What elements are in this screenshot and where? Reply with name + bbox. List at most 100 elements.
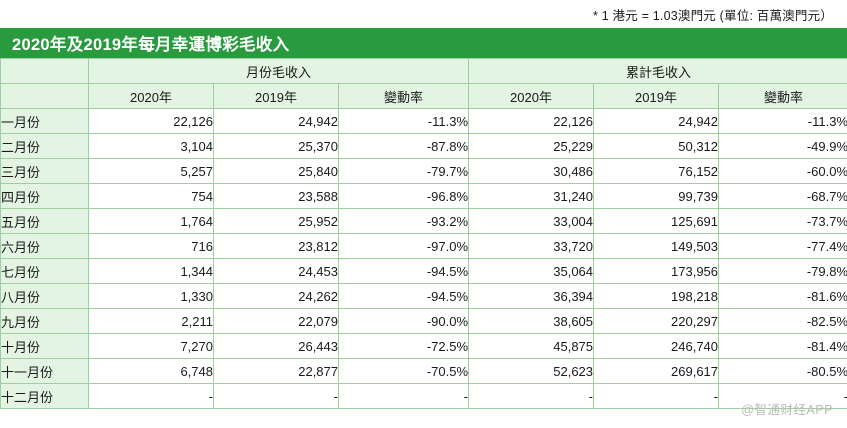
- cell-monthly-change: -97.0%: [337, 233, 470, 259]
- table-corner-cell-2: [0, 83, 89, 109]
- table-row: 十二月份 - - - - - -: [0, 383, 847, 409]
- unit-note-row: * 1 港元 = 1.03澳門元 (單位: 百萬澳門元）: [0, 0, 847, 28]
- cell-cumulative-2019: 125,691: [593, 208, 720, 234]
- cell-cumulative-2019: 76,152: [593, 158, 720, 184]
- cell-cumulative-2019: 149,503: [593, 233, 720, 259]
- row-month-label: 十月份: [0, 333, 89, 359]
- cell-cumulative-2020: 45,875: [468, 333, 595, 359]
- cell-cumulative-change: -60.0%: [718, 158, 847, 184]
- table-row: 十一月份 6,748 22,877 -70.5% 52,623 269,617 …: [0, 358, 847, 384]
- table-row: 二月份 3,104 25,370 -87.8% 25,229 50,312 -4…: [0, 133, 847, 159]
- column-header-cumulative-change: 變動率: [718, 83, 847, 109]
- table-row: 十月份 7,270 26,443 -72.5% 45,875 246,740 -…: [0, 333, 847, 359]
- row-month-label: 八月份: [0, 283, 89, 309]
- page-title: 2020年及2019年每月幸運博彩毛收入: [12, 36, 290, 54]
- cell-cumulative-change: -: [718, 383, 847, 409]
- column-header-monthly-2019: 2019年: [213, 83, 339, 109]
- cell-monthly-change: -96.8%: [337, 183, 470, 209]
- row-month-label: 三月份: [0, 158, 89, 184]
- column-header-cumulative-2019: 2019年: [593, 83, 720, 109]
- cell-monthly-2020: 6,748: [88, 358, 214, 384]
- cell-cumulative-2020: 31,240: [468, 183, 595, 209]
- cell-monthly-2019: -: [213, 383, 339, 409]
- cell-monthly-2019: 25,370: [213, 133, 339, 159]
- cell-cumulative-2019: 50,312: [593, 133, 720, 159]
- cell-cumulative-change: -82.5%: [718, 308, 847, 334]
- unit-note: * 1 港元 = 1.03澳門元 (單位: 百萬澳門元）: [592, 8, 833, 23]
- watermark: @智通财经APP: [741, 403, 833, 417]
- table-row: 四月份 754 23,588 -96.8% 31,240 99,739 -68.…: [0, 183, 847, 209]
- cell-cumulative-change: -80.5%: [718, 358, 847, 384]
- table-group-header-row: 月份毛收入 累計毛收入: [0, 58, 847, 84]
- cell-cumulative-2020: 52,623: [468, 358, 595, 384]
- cell-cumulative-2020: -: [468, 383, 595, 409]
- cell-monthly-change: -70.5%: [337, 358, 470, 384]
- group-header-cumulative: 累計毛收入: [468, 58, 847, 84]
- cell-monthly-2020: 3,104: [88, 133, 214, 159]
- column-header-cumulative-2020: 2020年: [468, 83, 595, 109]
- cell-monthly-change: -94.5%: [337, 258, 470, 284]
- cell-monthly-change: -79.7%: [337, 158, 470, 184]
- cell-monthly-2020: 716: [88, 233, 214, 259]
- cell-cumulative-change: -81.6%: [718, 283, 847, 309]
- table-column-header-row: 2020年 2019年 變動率 2020年 2019年 變動率: [0, 83, 847, 109]
- column-header-monthly-change: 變動率: [337, 83, 470, 109]
- cell-cumulative-2019: -: [593, 383, 720, 409]
- gaming-revenue-table: 月份毛收入 累計毛收入 2020年 2019年 變動率 2020年 2019年 …: [0, 58, 847, 409]
- row-month-label: 二月份: [0, 133, 89, 159]
- cell-monthly-2019: 23,812: [213, 233, 339, 259]
- row-month-label: 十二月份: [0, 383, 89, 409]
- row-month-label: 七月份: [0, 258, 89, 284]
- cell-cumulative-2020: 22,126: [468, 108, 595, 134]
- cell-monthly-change: -11.3%: [337, 108, 470, 134]
- cell-monthly-2019: 22,877: [213, 358, 339, 384]
- cell-cumulative-2020: 33,004: [468, 208, 595, 234]
- cell-cumulative-change: -77.4%: [718, 233, 847, 259]
- table-body: 一月份 22,126 24,942 -11.3% 22,126 24,942 -…: [0, 108, 847, 409]
- column-header-monthly-2020: 2020年: [88, 83, 214, 109]
- cell-monthly-change: -90.0%: [337, 308, 470, 334]
- cell-monthly-2020: 5,257: [88, 158, 214, 184]
- cell-cumulative-2019: 246,740: [593, 333, 720, 359]
- cell-cumulative-2020: 30,486: [468, 158, 595, 184]
- table-row: 一月份 22,126 24,942 -11.3% 22,126 24,942 -…: [0, 108, 847, 134]
- table-title-bar: 2020年及2019年每月幸運博彩毛收入: [0, 28, 847, 58]
- cell-cumulative-2019: 220,297: [593, 308, 720, 334]
- cell-monthly-2019: 24,942: [213, 108, 339, 134]
- cell-monthly-2019: 25,952: [213, 208, 339, 234]
- cell-cumulative-2020: 25,229: [468, 133, 595, 159]
- cell-monthly-2019: 25,840: [213, 158, 339, 184]
- cell-monthly-change: -94.5%: [337, 283, 470, 309]
- cell-cumulative-2019: 24,942: [593, 108, 720, 134]
- cell-monthly-2020: 1,330: [88, 283, 214, 309]
- cell-cumulative-change: -79.8%: [718, 258, 847, 284]
- table-corner-cell: [0, 58, 89, 84]
- cell-monthly-2020: 1,764: [88, 208, 214, 234]
- table-row: 六月份 716 23,812 -97.0% 33,720 149,503 -77…: [0, 233, 847, 259]
- cell-monthly-2020: 2,211: [88, 308, 214, 334]
- row-month-label: 十一月份: [0, 358, 89, 384]
- cell-monthly-change: -93.2%: [337, 208, 470, 234]
- cell-monthly-2020: -: [88, 383, 214, 409]
- row-month-label: 九月份: [0, 308, 89, 334]
- cell-cumulative-change: -49.9%: [718, 133, 847, 159]
- cell-cumulative-change: -11.3%: [718, 108, 847, 134]
- cell-monthly-2019: 22,079: [213, 308, 339, 334]
- cell-cumulative-2019: 99,739: [593, 183, 720, 209]
- cell-monthly-2019: 24,262: [213, 283, 339, 309]
- table-row: 七月份 1,344 24,453 -94.5% 35,064 173,956 -…: [0, 258, 847, 284]
- cell-cumulative-2019: 269,617: [593, 358, 720, 384]
- cell-cumulative-2020: 38,605: [468, 308, 595, 334]
- row-month-label: 四月份: [0, 183, 89, 209]
- cell-monthly-2019: 23,588: [213, 183, 339, 209]
- row-month-label: 六月份: [0, 233, 89, 259]
- cell-monthly-2020: 754: [88, 183, 214, 209]
- group-header-monthly: 月份毛收入: [87, 58, 470, 84]
- cell-cumulative-2019: 173,956: [593, 258, 720, 284]
- cell-cumulative-2019: 198,218: [593, 283, 720, 309]
- cell-monthly-change: -: [337, 383, 470, 409]
- table-row: 三月份 5,257 25,840 -79.7% 30,486 76,152 -6…: [0, 158, 847, 184]
- cell-monthly-change: -72.5%: [337, 333, 470, 359]
- cell-cumulative-2020: 36,394: [468, 283, 595, 309]
- cell-monthly-2019: 24,453: [213, 258, 339, 284]
